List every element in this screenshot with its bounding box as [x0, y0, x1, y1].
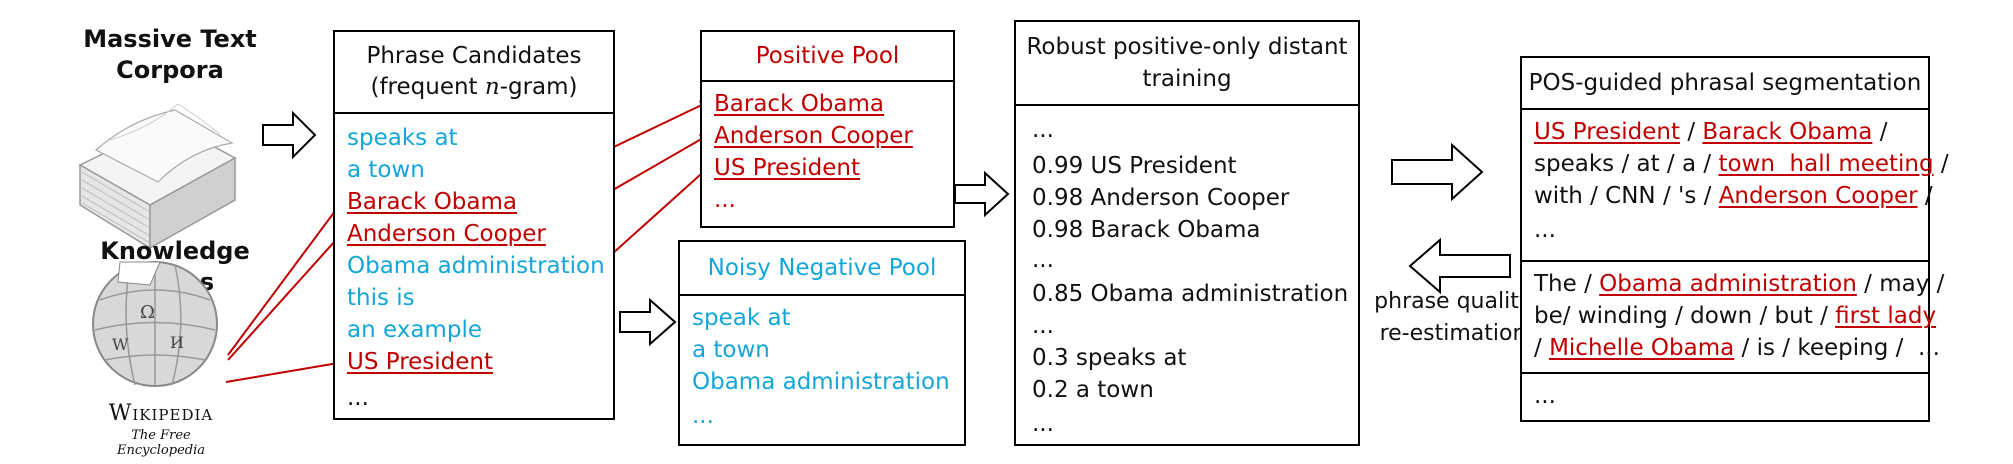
- pool-to-training-arrow-top: [954, 170, 1010, 218]
- training-to-segmentation-arrow: [1391, 142, 1484, 202]
- training-score-row: 0.2 a town: [1032, 377, 1154, 403]
- negative-pool-item: Obama administration: [692, 369, 950, 395]
- negative-pool-title: Noisy Negative Pool: [680, 242, 964, 296]
- kb-to-barack-arrow: [227, 198, 345, 356]
- svg-text:И: И: [170, 333, 184, 352]
- candidate-item: Anderson Cooper: [347, 221, 546, 247]
- segmentation-line: with / CNN / 's / Anderson Cooper /: [1534, 183, 1933, 209]
- corpora-label: Massive Text Corpora: [80, 24, 260, 86]
- corpora-label-line2: Corpora: [116, 56, 224, 84]
- positive-pool-item: Anderson Cooper: [714, 123, 913, 149]
- candidate-item: an example: [347, 317, 482, 343]
- training-score-row: 0.98 Barack Obama: [1032, 217, 1261, 243]
- segmentation-title: POS-guided phrasal segmentation: [1522, 58, 1928, 110]
- training-title-line1: Robust positive-only distant: [1026, 34, 1348, 60]
- candidate-item: ...: [347, 385, 369, 411]
- negative-pool-item: ...: [692, 403, 714, 429]
- negative-pool-item: a town: [692, 337, 770, 363]
- corpora-to-candidates-arrow: [262, 110, 317, 160]
- wikipedia-tagline: The Free Encyclopedia: [117, 428, 205, 458]
- segmentation-line: ...: [1534, 217, 1556, 243]
- positive-pool-box: Positive Pool Barack Obama Anderson Coop…: [700, 30, 955, 228]
- wikipedia-wordmark: Wikipedia: [108, 401, 214, 426]
- reestimation-arrow: [1408, 237, 1511, 295]
- phrase-candidates-header: Phrase Candidates (frequent n-gram): [335, 32, 613, 114]
- segmentation-box: POS-guided phrasal segmentation US Presi…: [1520, 56, 1949, 422]
- segmentation-line: / Michelle Obama / is / keeping / ...: [1534, 335, 1940, 361]
- positive-pool-item: ...: [714, 187, 736, 213]
- candidate-item: US President: [347, 349, 494, 375]
- candidate-item: a town: [347, 157, 425, 183]
- training-score-row: 0.98 Anderson Cooper: [1032, 185, 1290, 211]
- training-score-row: ...: [1032, 411, 1054, 437]
- candidate-item: Barack Obama: [347, 189, 517, 215]
- segmentation-section-2: The / Obama administration / may / be/ w…: [1522, 262, 1944, 374]
- segmentation-line: ...: [1534, 383, 1556, 409]
- positive-pool-item: US President: [714, 155, 861, 181]
- pool-to-training-arrow-bottom: [619, 297, 677, 347]
- candidate-item: this is: [347, 285, 415, 311]
- corpora-label-line1: Massive Text: [83, 25, 257, 53]
- training-title-line2: training: [1142, 66, 1232, 92]
- svg-text:W: W: [112, 335, 129, 354]
- reestimation-label-line2: re-estimation: [1379, 321, 1527, 346]
- reestimation-label-line1: phrase quality: [1374, 289, 1532, 314]
- phrase-candidates-subtitle: (frequent n-gram): [370, 74, 578, 100]
- training-score-row: 0.3 speaks at: [1032, 345, 1187, 371]
- kb-to-anderson-arrow: [227, 230, 345, 361]
- segmentation-line: US President / Barack Obama /: [1534, 119, 1888, 145]
- segmentation-line: be/ winding / down / but / first lady: [1534, 303, 1937, 329]
- candidate-item: Obama administration: [347, 253, 605, 279]
- training-box: Robust positive-only distant training ..…: [1014, 20, 1360, 446]
- reestimation-label: phrase quality re-estimation: [1368, 286, 1538, 350]
- segmentation-line: speaks / at / a / town hall meeting /: [1534, 151, 1949, 177]
- training-header: Robust positive-only distant training: [1016, 22, 1358, 106]
- svg-text:Ω: Ω: [140, 302, 155, 323]
- training-score-row: 0.85 Obama administration: [1032, 281, 1349, 307]
- training-score-row: ...: [1032, 313, 1054, 339]
- phrase-candidates-box: Phrase Candidates (frequent n-gram) spea…: [333, 30, 615, 420]
- training-score-row: ...: [1032, 117, 1054, 143]
- kb-to-uspresident-arrow: [225, 358, 345, 383]
- training-score-row: 0.99 US President: [1032, 153, 1237, 179]
- positive-pool-title: Positive Pool: [702, 32, 953, 82]
- segmentation-line: The / Obama administration / may /: [1534, 271, 1945, 297]
- negative-pool-item: speak at: [692, 305, 791, 331]
- training-score-row: ...: [1032, 247, 1054, 273]
- candidate-item: speaks at: [347, 125, 458, 151]
- phrase-candidates-title: Phrase Candidates: [366, 43, 582, 69]
- positive-pool-item: Barack Obama: [714, 91, 884, 117]
- negative-pool-box: Noisy Negative Pool speak at a town Obam…: [678, 240, 966, 446]
- segmentation-section-1: US President / Barack Obama / speaks / a…: [1522, 110, 1949, 262]
